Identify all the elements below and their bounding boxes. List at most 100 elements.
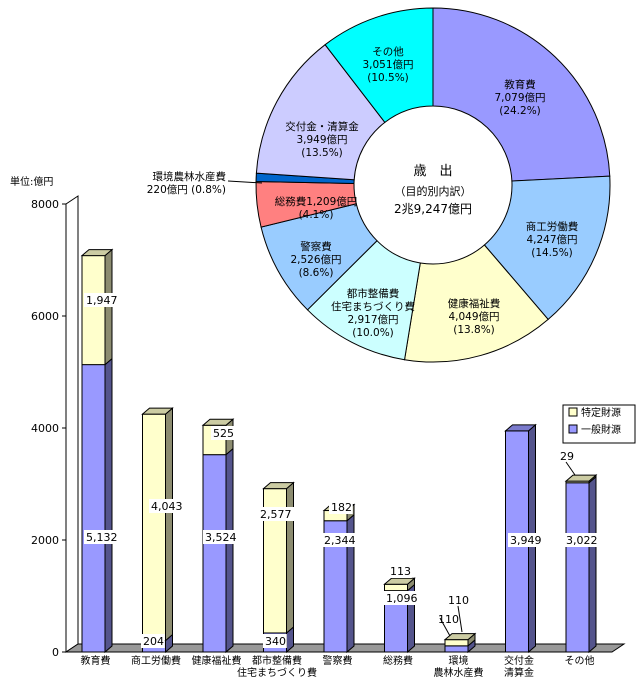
pie-slice-label: (4.1%) [299,209,334,221]
pie-slice-label: 教育費 [504,78,536,91]
data-label-bg [322,533,359,547]
bar-top [262,482,295,490]
data-label-general: 3,022 [566,534,598,547]
y-axis-wall [65,195,79,653]
bar-side [286,481,294,635]
pie-slice [483,175,611,321]
legend-swatch [568,407,578,417]
bar-segment [384,583,408,592]
category-label: その他 [565,654,595,667]
data-label-bg [446,593,470,607]
category-label: 警察費 [323,654,353,667]
legend-label: 一般財源 [581,423,621,436]
bar-segment [81,364,106,653]
bar-top [201,418,235,426]
leader-line [565,461,576,476]
pie-slice-label: 7,079億円 [494,91,545,104]
pie-slice-label: (14.5%) [531,247,573,259]
data-label-bg [558,449,576,463]
pie-slice-label: 220億円 (0.8%) [147,183,226,196]
bar-side [225,447,234,654]
bar-segment [81,255,106,366]
donut-center-subtitle: （目的別内訳） [395,184,472,198]
unit-label: 単位:億円 [10,175,53,188]
data-label-bg [84,293,121,307]
bar-segment [565,482,590,653]
donut-center-total: 2兆9,247億円 [394,202,472,216]
data-label-specific: 525 [213,427,234,440]
y-tick-label: 0 [52,646,59,659]
data-label-bg [384,591,421,605]
data-label-bg [141,634,165,648]
data-label-bg [564,533,601,547]
pie-slice-label: 商工労働費 [526,220,579,233]
data-label-bg [329,500,353,514]
data-label-general: 1,096 [386,592,418,605]
donut-center-title: 歳 出 [413,164,452,179]
pie-slice-label: 交付金・清算金 [285,120,359,133]
pie-slice-label: (13.8%) [453,324,495,336]
pie-slice-label: 都市整備費 [347,287,400,300]
pie-slice-label: 2,917億円 [347,313,398,326]
bar-segment [202,454,227,653]
pie-slice-label: (10.5%) [367,72,409,84]
y-tick-label: 8000 [31,198,59,211]
data-label-bg [263,634,287,648]
bar-segment [444,645,469,653]
data-label-specific: 1,947 [86,294,118,307]
pie-slice-label: (24.2%) [499,105,541,117]
pie-slice-label: 総務費1,209億円 [275,195,358,208]
bar-top [504,424,537,432]
data-label-bg [203,530,240,544]
category-label: 都市整備費 [252,654,302,667]
pie-slice-label: (10.0%) [352,327,394,339]
legend-label: 特定財源 [581,406,621,419]
bar-segment [142,413,166,642]
leader-line [227,180,263,184]
pie-slice-label: 警察費 [300,240,332,253]
y-tick-label: 2000 [31,534,59,547]
data-label-bg [508,533,545,547]
data-label-bg [149,499,186,513]
leader-line [439,617,451,637]
category-label: 清算金 [504,666,534,679]
bar-side [104,248,113,366]
pie-slice-label: 3,949億円 [296,133,347,146]
data-label-general: 110 [438,613,459,626]
data-label-general: 3,524 [205,531,237,544]
pie-slice [432,7,611,182]
bar-side [588,475,597,654]
pie-slice-label: 4,247億円 [526,233,577,246]
pie-slice-label: 環境農林水産費 [153,170,227,183]
data-label-general: 204 [143,635,164,648]
data-label-general: 5,132 [86,531,118,544]
data-label-specific: 29 [560,450,574,463]
bar-segment [444,639,469,647]
data-label-specific: 182 [331,501,352,514]
data-label-general: 2,344 [324,534,356,547]
category-label: 商工労働費 [131,654,181,667]
pie-slice-label: その他 [372,45,404,58]
pie-slice [324,7,434,124]
pie-slice-label: (8.6%) [299,267,334,279]
bar-top [564,474,598,482]
data-label-specific: 2,577 [260,508,292,521]
y-tick-label: 4000 [31,422,59,435]
category-label: 教育費 [81,654,111,667]
data-label-general: 340 [265,635,286,648]
category-label: 農林水産費 [434,666,484,679]
pie-slice-label: 2,526億円 [290,253,341,266]
category-label: 住宅まちづくり費 [237,666,317,679]
category-label: 交付金 [504,654,534,667]
legend-swatch [568,424,578,434]
pie-slice-label: 4,049億円 [448,310,499,323]
data-label-specific: 113 [390,565,411,578]
pie-slice-label: 健康福祉費 [448,297,501,310]
pie-slice-label: 住宅まちづくり費 [331,300,415,313]
data-label-bg [258,507,295,521]
data-label-general: 3,949 [510,534,542,547]
data-label-specific: 4,043 [151,500,183,513]
category-label: 環境 [449,654,469,667]
